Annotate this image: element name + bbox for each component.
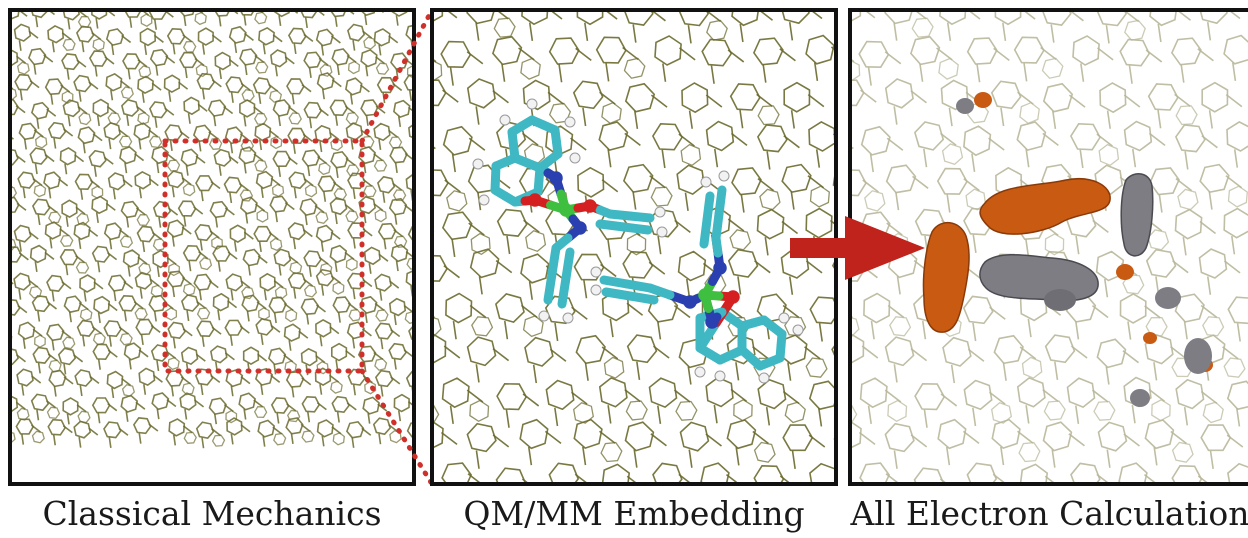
panel-frame [8,8,416,486]
density-lobe-orange [1143,332,1157,344]
density-lobe-gray [1044,289,1076,311]
density-lobe-gray [1184,338,1212,374]
mm-lattice [432,10,836,484]
density-lobe-orange [1116,264,1134,280]
panel-qmmm [430,8,838,486]
transition-arrow [790,216,925,280]
qm-molecule [472,98,804,384]
density-lobe-gray [1120,173,1154,257]
density-lobe-orange [974,92,992,108]
panel-caption: Classical Mechanics [42,494,382,533]
highlight-box [162,138,365,374]
density-lobe-gray [956,98,974,114]
panel-classical [8,8,416,486]
electron-density [922,92,1213,407]
panel-caption: All Electron Calculation [850,494,1248,533]
panel-caption: QM/MM Embedding [463,494,805,533]
density-lobe-gray [1130,389,1150,407]
zoom-guides [359,7,435,487]
density-lobe-orange [922,222,970,333]
density-lobe-gray [1155,287,1181,309]
density-lobe-gray [979,253,1099,302]
density-lobe-orange [979,178,1111,235]
